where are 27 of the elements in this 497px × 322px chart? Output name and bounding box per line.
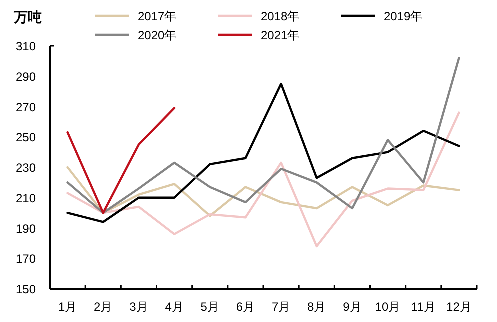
legend-label: 2020年	[138, 28, 177, 42]
x-tick-label: 2月	[94, 300, 113, 314]
y-tick-label: 210	[16, 191, 36, 206]
x-tick-label: 6月	[236, 300, 256, 314]
y-axis-title: 万吨	[13, 9, 42, 25]
y-tick-label: 170	[16, 252, 36, 266]
y-tick-label: 190	[16, 222, 36, 236]
legend-label: 2019年	[384, 10, 423, 24]
y-tick-label: 270	[16, 100, 36, 114]
x-tick-label: 8月	[308, 300, 326, 314]
x-tick-label: 4月	[165, 300, 184, 314]
x-tick-label: 7月	[272, 300, 291, 314]
x-tick-label: 5月	[200, 300, 220, 314]
x-tick-label: 10月	[375, 300, 401, 314]
y-tick-label: 290	[16, 70, 36, 84]
legend-label: 2017年	[138, 10, 177, 24]
x-tick-label: 12月	[446, 300, 472, 314]
y-tick-label: 310	[16, 40, 36, 54]
y-tick-label: 230	[16, 161, 36, 175]
x-tick-label: 1月	[58, 300, 78, 314]
x-tick-label: 3月	[130, 300, 148, 314]
x-tick-label: 9月	[343, 300, 362, 314]
x-tick-label: 11月	[411, 300, 436, 314]
legend-label: 2021年	[261, 28, 300, 42]
y-tick-label: 250	[16, 130, 36, 145]
y-tick-label: 150	[16, 282, 36, 296]
legend-label: 2018年	[261, 10, 300, 24]
